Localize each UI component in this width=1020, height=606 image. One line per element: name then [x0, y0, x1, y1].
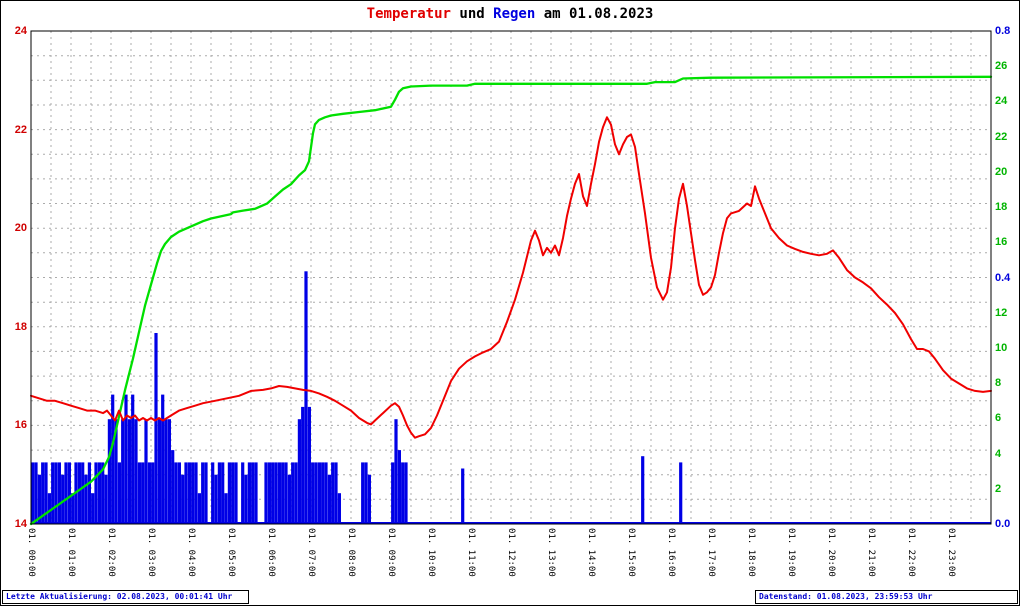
x-axis-time-label: 01. 14:00	[586, 528, 596, 577]
right-axis-rate-tick-label: 0.8	[995, 25, 1011, 37]
right-axis-mm-tick-label: 2	[995, 482, 1002, 495]
right-axis-mm-tick-label: 24	[995, 95, 1008, 108]
title-und: und	[459, 6, 485, 22]
x-axis-time-label: 01. 15:00	[626, 528, 636, 577]
x-axis-time-label: 01. 22:00	[906, 528, 916, 577]
last-update-box: Letzte Aktualisierung: 02.08.2023, 00:01…	[2, 590, 249, 604]
x-axis-time-label: 01. 18:00	[746, 528, 756, 577]
x-axis-time-label: 01. 05:00	[226, 528, 236, 577]
x-axis-time-label: 01. 10:00	[426, 528, 436, 577]
x-axis-time-label: 01. 09:00	[386, 528, 396, 577]
right-axis-mm-tick-label: 22	[995, 130, 1008, 143]
x-axis-time-label: 01. 01:00	[66, 528, 76, 577]
right-axis-mm-tick-label: 26	[995, 60, 1008, 73]
right-axis-mm-tick-label: 16	[995, 236, 1008, 249]
x-axis-time-label: 01. 03:00	[146, 528, 156, 577]
right-axis-mm-tick-label: 4	[995, 447, 1002, 460]
x-axis-time-label: 01. 19:00	[786, 528, 796, 577]
x-axis-time-label: 01. 20:00	[826, 528, 836, 577]
title-regen: Regen	[493, 6, 536, 22]
left-axis-tick-label: 18	[14, 320, 27, 333]
right-axis-rate-tick-label: 0.4	[995, 271, 1011, 284]
right-axis-mm-tick-label: 10	[995, 341, 1008, 354]
left-axis-tick-label: 20	[14, 222, 27, 235]
title-date: am 01.08.2023	[543, 6, 654, 22]
x-axis-time-label: 01. 06:00	[266, 528, 276, 577]
x-axis-time-label: 01. 16:00	[666, 528, 676, 577]
right-axis-mm-tick-label: 8	[995, 377, 1002, 390]
x-axis-time-label: 01. 00:00	[26, 528, 36, 577]
x-axis-time-label: 01. 17:00	[706, 528, 716, 577]
data-timestamp-box: Datenstand: 01.08.2023, 23:59:53 Uhr	[755, 590, 1018, 604]
left-axis-tick-label: 14	[14, 518, 27, 530]
right-axis-mm-tick-label: 18	[995, 201, 1008, 214]
left-axis-tick-label: 22	[14, 123, 27, 136]
x-axis-time-label: 01. 11:00	[466, 528, 476, 577]
left-axis-tick-label: 16	[14, 419, 27, 432]
right-axis-mm-tick-label: 12	[995, 306, 1008, 319]
x-axis-time-label: 01. 23:00	[946, 528, 956, 577]
chart-title: Temperatur und Regen am 01.08.2023	[1, 6, 1019, 22]
left-axis-tick-label: 24	[14, 25, 27, 37]
x-axis-time-label: 01. 08:00	[346, 528, 356, 577]
x-axis-time-label: 01. 02:00	[106, 528, 116, 577]
right-axis-rate-tick-label: 0.0	[995, 518, 1011, 530]
x-axis-time-label: 01. 13:00	[546, 528, 556, 577]
x-axis-time-label: 01. 04:00	[186, 528, 196, 577]
x-axis-time-label: 01. 07:00	[306, 528, 316, 577]
x-axis-time-label: 01. 21:00	[866, 528, 876, 577]
right-axis-mm-tick-label: 6	[995, 412, 1002, 425]
x-axis-time-label: 01. 12:00	[506, 528, 516, 577]
title-temperatur: Temperatur	[366, 6, 451, 22]
right-axis-mm-tick-label: 20	[995, 165, 1008, 178]
